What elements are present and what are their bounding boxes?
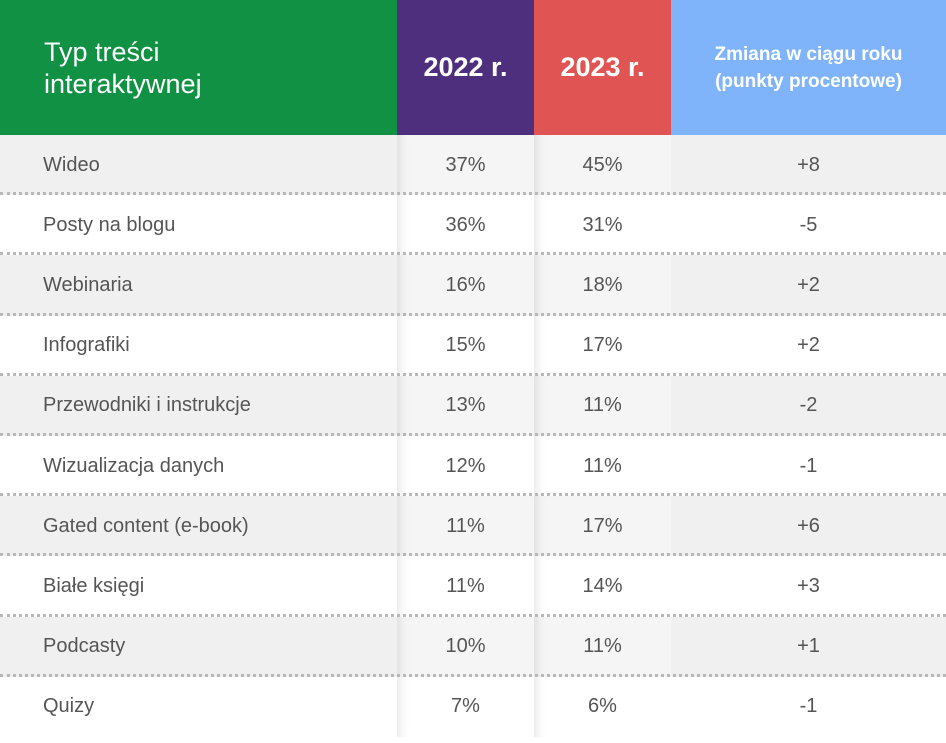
cell-change: +2 — [797, 334, 820, 357]
cell-2023: 17% — [534, 496, 671, 557]
row-divider — [0, 673, 946, 677]
cell-2022: 7% — [397, 676, 534, 737]
table-row: Infografiki 15% 17% +2 — [0, 315, 946, 376]
cell-change: -5 — [799, 213, 818, 236]
cell-change: +3 — [797, 574, 820, 597]
cell-2022: 10% — [397, 616, 534, 677]
cell-type: Wideo — [43, 153, 100, 176]
row-divider — [0, 613, 946, 617]
header-change-label: Zmiana w ciągu roku (punkty procentowe) — [714, 43, 903, 92]
table-row: Gated content (e-book) 11% 17% +6 — [0, 496, 946, 557]
cell-2022: 15% — [397, 315, 534, 376]
cell-type: Webinaria — [43, 273, 133, 296]
cell-type: Gated content (e-book) — [43, 514, 249, 537]
table-row: Białe księgi 11% 14% +3 — [0, 556, 946, 617]
table-row: Podcasty 10% 11% +1 — [0, 616, 946, 677]
cell-change: +2 — [797, 273, 820, 296]
cell-type: Infografiki — [43, 334, 130, 357]
cell-type: Wizualizacja danych — [43, 454, 225, 477]
cell-change: +6 — [797, 514, 820, 537]
cell-type: Podcasty — [43, 635, 126, 658]
row-divider — [0, 312, 946, 316]
row-divider — [0, 432, 946, 436]
cell-change: +8 — [797, 153, 820, 176]
cell-type: Posty na blogu — [43, 213, 176, 236]
table-row: Quizy 7% 6% -1 — [0, 676, 946, 737]
table-header: Typ treści interaktywnej 2022 r. 2023 r.… — [0, 0, 946, 135]
cell-2022: 11% — [397, 556, 534, 617]
cell-change: +1 — [797, 635, 820, 658]
table-row: Posty na blogu 36% 31% -5 — [0, 195, 946, 256]
cell-2022: 37% — [397, 135, 534, 196]
header-2023: 2023 r. — [534, 0, 671, 135]
cell-2023: 18% — [534, 255, 671, 316]
header-2022: 2022 r. — [397, 0, 534, 135]
cell-2022: 13% — [397, 375, 534, 436]
cell-type: Przewodniki i instrukcje — [43, 394, 251, 417]
table-row: Wideo 37% 45% +8 — [0, 135, 946, 196]
cell-2023: 6% — [534, 676, 671, 737]
cell-type: Quizy — [43, 695, 95, 718]
cell-2022: 11% — [397, 496, 534, 557]
table-body: Wideo 37% 45% +8 Posty na blogu 36% 31% -5 Webin… — [0, 135, 946, 737]
cell-2023: 17% — [534, 315, 671, 376]
header-2022-label: 2022 r. — [423, 52, 508, 82]
header-type-label: Typ treści interaktywnej — [44, 36, 202, 99]
table-row: Wizualizacja danych 12% 11% -1 — [0, 435, 946, 497]
cell-2022: 12% — [397, 435, 534, 497]
cell-2023: 11% — [534, 435, 671, 497]
cell-change: -1 — [799, 454, 818, 477]
cell-2023: 11% — [534, 375, 671, 436]
row-divider — [0, 493, 946, 497]
row-divider — [0, 192, 946, 196]
header-type: Typ treści interaktywnej — [0, 0, 397, 135]
row-divider — [0, 372, 946, 376]
cell-type: Białe księgi — [43, 574, 145, 597]
header-2023-label: 2023 r. — [560, 52, 645, 82]
row-divider — [0, 252, 946, 256]
table-row: Przewodniki i instrukcje 13% 11% -2 — [0, 375, 946, 436]
table-row: Webinaria 16% 18% +2 — [0, 255, 946, 316]
header-change: Zmiana w ciągu roku (punkty procentowe) — [671, 0, 946, 135]
cell-2022: 36% — [397, 195, 534, 256]
cell-2023: 31% — [534, 195, 671, 256]
cell-2022: 16% — [397, 255, 534, 316]
cell-2023: 11% — [534, 616, 671, 677]
cell-2023: 14% — [534, 556, 671, 617]
cell-change: -2 — [799, 394, 818, 417]
cell-2023: 45% — [534, 135, 671, 196]
row-divider — [0, 553, 946, 557]
cell-change: -1 — [799, 695, 818, 718]
